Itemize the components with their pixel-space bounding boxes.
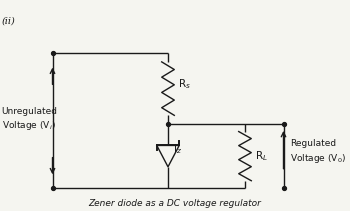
- Text: R$_s$: R$_s$: [178, 77, 191, 91]
- Text: R$_L$: R$_L$: [255, 149, 268, 163]
- Text: Regulated
Voltage (V$_0$): Regulated Voltage (V$_0$): [290, 139, 346, 165]
- Text: (ii): (ii): [2, 17, 15, 26]
- Text: Unregulated
Voltage (V$_i$): Unregulated Voltage (V$_i$): [2, 107, 58, 132]
- Text: I$_z$: I$_z$: [173, 142, 182, 156]
- Text: Zener diode as a DC voltage regulator: Zener diode as a DC voltage regulator: [89, 199, 261, 208]
